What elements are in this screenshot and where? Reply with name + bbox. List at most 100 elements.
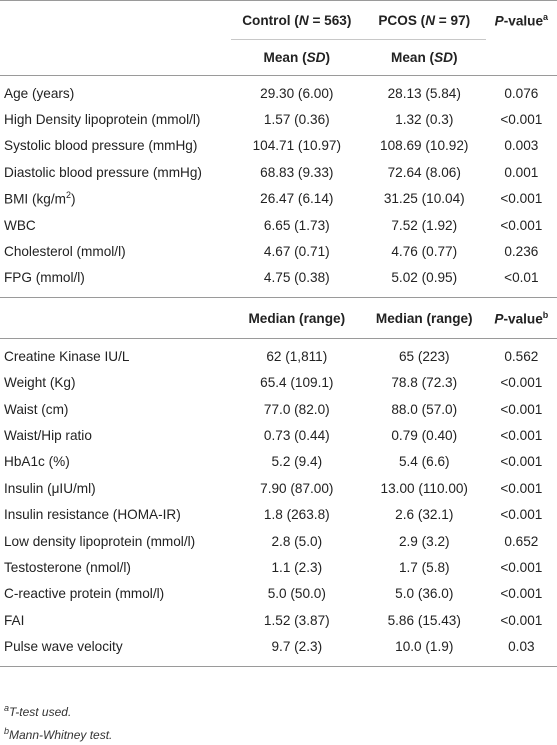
footnote-a: aT-test used.: [4, 703, 72, 719]
variable-cell: C-reactive protein (mmol/l): [4, 586, 165, 602]
variable-cell: Systolic blood pressure (mmHg): [4, 138, 198, 154]
table-row: FPG (mmol/l) 4.75 (0.38) 5.02 (0.95) <0.01: [0, 265, 557, 291]
p-value-cell: <0.001: [500, 480, 543, 496]
control-value-cell: 29.30 (6.00): [260, 85, 334, 101]
median-header-rule: [0, 338, 557, 340]
p-value-cell: <0.01: [504, 270, 539, 286]
control-value-cell: 5.0 (50.0): [267, 586, 326, 602]
pcos-value-cell: 5.86 (15.43): [387, 612, 461, 628]
variable-cell: BMI (kg/m2): [4, 190, 76, 208]
pcos-value-cell: 88.0 (57.0): [391, 401, 458, 417]
header-blank-3: [486, 40, 557, 76]
p-value-cell: <0.001: [500, 586, 543, 602]
control-value-cell: 1.52 (3.87): [263, 612, 330, 628]
pcos-value-cell: 31.25 (10.04): [383, 191, 465, 207]
header-pvalue-a: P-valuea: [494, 11, 549, 29]
header-blank: [0, 1, 231, 40]
control-value-cell: 9.7 (2.3): [271, 639, 323, 655]
pcos-value-cell: 78.8 (72.3): [391, 375, 458, 391]
table-row: HbA1c (%) 5.2 (9.4) 5.4 (6.6) <0.001: [0, 449, 557, 475]
pcos-value-cell: 10.0 (1.9): [395, 639, 454, 655]
p-value-cell: 0.652: [504, 533, 539, 549]
table-row: Cholesterol (mmol/l) 4.67 (0.71) 4.76 (0.7…: [0, 238, 557, 264]
p-value-cell: 0.562: [504, 348, 539, 364]
control-value-cell: 7.90 (87.00): [260, 480, 334, 496]
table-row: Diastolic blood pressure (mmHg) 68.83 (9.…: [0, 159, 557, 185]
control-value-cell: 5.2 (9.4): [271, 454, 323, 470]
pcos-value-cell: 1.7 (5.8): [398, 559, 450, 575]
pcos-value-cell: 7.52 (1.92): [391, 217, 458, 233]
table-row: C-reactive protein (mmol/l) 5.0 (50.0) 5.0…: [0, 581, 557, 607]
header-pvalue-b: P-valueb: [494, 309, 549, 327]
table-row: Waist/Hip ratio 0.73 (0.44) 0.79 (0.40) <0.…: [0, 422, 557, 448]
variable-cell: FPG (mmol/l): [4, 270, 85, 286]
pcos-value-cell: 5.0 (36.0): [395, 586, 454, 602]
variable-cell: High Density lipoprotein (mmol/l): [4, 112, 201, 128]
top-rule: [0, 0, 557, 1]
table-row: Waist (cm) 77.0 (82.0) 88.0 (57.0) <0.001: [0, 396, 557, 422]
control-value-cell: 0.73 (0.44): [263, 427, 330, 443]
variable-cell: WBC: [4, 217, 36, 233]
header-median-control: Median (range): [248, 310, 346, 326]
control-value-cell: 65.4 (109.1): [260, 375, 334, 391]
pcos-value-cell: 13.00 (110.00): [380, 480, 468, 496]
p-value-cell: <0.001: [500, 401, 543, 417]
pcos-value-cell: 65 (223): [398, 348, 450, 364]
table-row: Pulse wave velocity 9.7 (2.3) 10.0 (1.9) 0.…: [0, 633, 557, 659]
p-value-cell: <0.001: [500, 612, 543, 628]
p-value-cell: 0.001: [504, 164, 539, 180]
table-row: High Density lipoprotein (mmol/l) 1.57 (0…: [0, 106, 557, 132]
header-mean-control: Mean (SD): [230, 39, 363, 76]
table-row: Insulin resistance (HOMA-IR) 1.8 (263.8) 2…: [0, 501, 557, 527]
variable-cell: Insulin (μIU/ml): [4, 480, 96, 496]
control-value-cell: 1.1 (2.3): [271, 559, 323, 575]
table-row: Creatine Kinase IU/L 62 (1,811) 65 (223) 0.…: [0, 339, 557, 369]
table-row: Age (years) 29.30 (6.00) 28.13 (5.84) 0.076: [0, 76, 557, 106]
control-value-cell: 4.67 (0.71): [263, 244, 330, 260]
p-value-cell: 0.003: [504, 138, 539, 154]
header-control: Control (N = 563): [242, 12, 352, 28]
variable-cell: Weight (Kg): [4, 375, 76, 391]
control-value-cell: 4.75 (0.38): [263, 270, 330, 286]
pcos-value-cell: 108.69 (10.92): [380, 138, 469, 154]
control-value-cell: 1.57 (0.36): [263, 112, 330, 128]
p-value-cell: <0.001: [500, 112, 543, 128]
table-row: Insulin (μIU/ml) 7.90 (87.00) 13.00 (110.0…: [0, 475, 557, 501]
mean-section-rule: [0, 75, 557, 76]
pcos-value-cell: 4.76 (0.77): [391, 244, 458, 260]
variable-cell: Low density lipoprotein (mmol/l): [4, 533, 196, 549]
pcos-value-cell: 2.6 (32.1): [395, 507, 454, 523]
pcos-value-cell: 1.32 (0.3): [395, 112, 454, 128]
pcos-value-cell: 0.79 (0.40): [391, 427, 458, 443]
p-value-cell: <0.001: [500, 507, 543, 523]
control-value-cell: 104.71 (10.97): [252, 138, 342, 154]
p-value-cell: <0.001: [500, 559, 543, 575]
bottom-rule: [0, 666, 557, 667]
p-value-cell: 0.03: [508, 639, 535, 655]
control-value-cell: 2.8 (5.0): [271, 533, 323, 549]
p-value-cell: <0.001: [500, 427, 543, 443]
table-row: FAI 1.52 (3.87) 5.86 (15.43) <0.001: [0, 607, 557, 633]
pcos-value-cell: 5.4 (6.6): [398, 454, 450, 470]
control-value-cell: 6.65 (1.73): [263, 217, 330, 233]
pcos-value-cell: 28.13 (5.84): [387, 85, 461, 101]
header-mean-pcos: Mean (SD): [362, 39, 486, 76]
table-row: BMI (kg/m2) 26.47 (6.14) 31.25 (10.04) <0.0…: [0, 186, 557, 212]
header-blank-4: [0, 298, 231, 339]
variable-cell: Diastolic blood pressure (mmHg): [4, 164, 202, 180]
variable-cell: Waist/Hip ratio: [4, 427, 92, 443]
table-row: Weight (Kg) 65.4 (109.1) 78.8 (72.3) <0.001: [0, 370, 557, 396]
p-value-cell: 0.236: [504, 244, 539, 260]
variable-cell: Creatine Kinase IU/L: [4, 348, 130, 364]
control-value-cell: 68.83 (9.33): [260, 164, 334, 180]
p-value-cell: <0.001: [500, 191, 543, 207]
table-row: Testosterone (nmol/l) 1.1 (2.3) 1.7 (5.8) <…: [0, 554, 557, 580]
p-value-cell: <0.001: [500, 217, 543, 233]
footnotes: aT-test used. bMann-Whitney test.: [4, 699, 112, 745]
footnote-b: bMann-Whitney test.: [4, 726, 113, 742]
header-pcos: PCOS (N = 97): [378, 12, 471, 28]
variable-cell: Insulin resistance (HOMA-IR): [4, 507, 181, 523]
variable-cell: FAI: [4, 612, 25, 628]
data-table: Control (N = 563) PCOS (N = 97) P-valuea…: [0, 0, 557, 667]
pcos-value-cell: 72.64 (8.06): [387, 164, 461, 180]
